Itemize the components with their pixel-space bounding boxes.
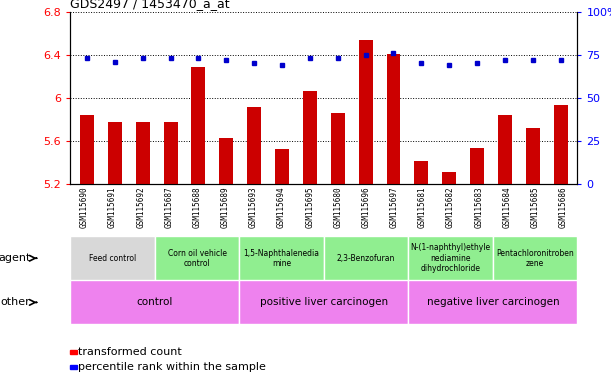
Text: N-(1-naphthyl)ethyle
nediamine
dihydrochloride: N-(1-naphthyl)ethyle nediamine dihydroch…	[411, 243, 491, 273]
Text: GSM115685: GSM115685	[530, 186, 540, 228]
Text: GSM115686: GSM115686	[559, 186, 568, 228]
Bar	[359, 40, 373, 184]
Bar	[408, 280, 577, 324]
Text: GSM115697: GSM115697	[390, 186, 399, 228]
Bar	[470, 147, 484, 184]
Bar	[219, 138, 233, 184]
Bar	[80, 115, 94, 184]
Text: Corn oil vehicle
control: Corn oil vehicle control	[167, 248, 227, 268]
Text: other: other	[1, 297, 31, 308]
Bar	[526, 128, 540, 184]
Bar	[108, 122, 122, 184]
Text: agent: agent	[0, 253, 31, 263]
Text: GSM115693: GSM115693	[249, 186, 258, 228]
Text: GSM115688: GSM115688	[192, 186, 202, 228]
Bar	[240, 236, 324, 280]
Text: GSM115696: GSM115696	[362, 186, 371, 228]
Bar	[414, 161, 428, 184]
Text: GSM115681: GSM115681	[418, 186, 427, 228]
Bar	[324, 236, 408, 280]
Text: Pentachloronitroben
zene: Pentachloronitroben zene	[496, 248, 574, 268]
Text: GSM115683: GSM115683	[474, 186, 483, 228]
Bar	[303, 91, 317, 184]
Bar	[70, 236, 155, 280]
Bar	[554, 106, 568, 184]
Text: GDS2497 / 1453470_a_at: GDS2497 / 1453470_a_at	[70, 0, 230, 10]
Text: GSM115680: GSM115680	[334, 186, 342, 228]
Text: GSM115682: GSM115682	[446, 186, 455, 228]
Text: control: control	[137, 297, 173, 308]
Text: GSM115684: GSM115684	[502, 186, 511, 228]
Text: GSM115695: GSM115695	[306, 186, 314, 228]
Bar	[240, 280, 408, 324]
Bar	[136, 122, 150, 184]
Text: transformed count: transformed count	[78, 347, 181, 357]
Text: Feed control: Feed control	[89, 254, 136, 263]
Bar	[191, 66, 205, 184]
Text: negative liver carcinogen: negative liver carcinogen	[426, 297, 559, 308]
Text: GSM115692: GSM115692	[136, 186, 145, 228]
Bar	[275, 149, 289, 184]
Text: percentile rank within the sample: percentile rank within the sample	[78, 362, 266, 372]
Text: 2,3-Benzofuran: 2,3-Benzofuran	[337, 254, 395, 263]
Text: positive liver carcinogen: positive liver carcinogen	[260, 297, 388, 308]
Bar	[408, 236, 493, 280]
Bar	[164, 122, 178, 184]
Text: GSM115687: GSM115687	[164, 186, 174, 228]
Bar	[498, 115, 512, 184]
Text: 1,5-Naphthalenedia
mine: 1,5-Naphthalenedia mine	[244, 248, 320, 268]
Bar	[387, 54, 400, 184]
Text: GSM115689: GSM115689	[221, 186, 230, 228]
Bar	[155, 236, 240, 280]
Bar	[442, 172, 456, 184]
Bar	[70, 280, 240, 324]
Text: GSM115690: GSM115690	[80, 186, 89, 228]
Text: GSM115694: GSM115694	[277, 186, 286, 228]
Bar	[331, 113, 345, 184]
Bar	[493, 236, 577, 280]
Text: GSM115691: GSM115691	[108, 186, 117, 228]
Bar	[247, 107, 261, 184]
